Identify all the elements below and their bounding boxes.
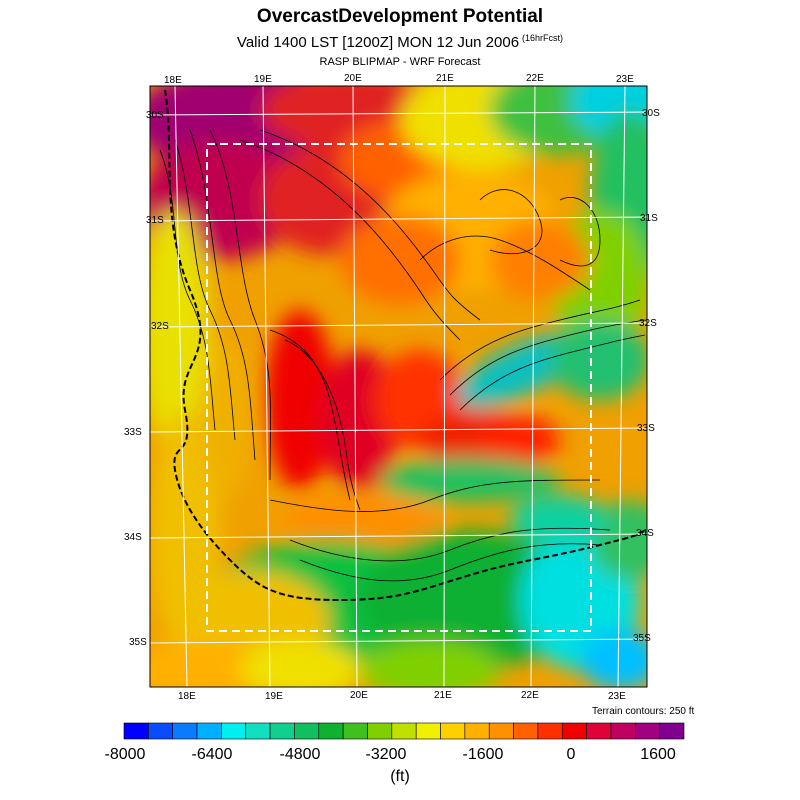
right-lat-label: 32S [639,318,657,329]
coastline [164,89,647,602]
colorbar-tick-label: -8000 [104,746,146,763]
valid-time-subtitle: Valid 1400 LST [1200Z] MON 12 Jun 2006 (1… [0,33,800,51]
terrain-contour-note: Terrain contours: 250 ft [592,706,695,717]
left-lat-label: 30S [146,110,164,121]
top-lon-label: 21E [436,73,454,84]
top-lon-label: 22E [526,73,544,84]
forecast-field [150,86,647,687]
left-lat-label: 34S [124,532,142,543]
colorbar-tick-label: 1600 [640,746,676,763]
right-lat-label: 31S [640,213,658,224]
bottom-lon-label: 21E [434,690,452,701]
colorbar-tick-label: -3200 [365,746,407,763]
colorbar-tick-label: -4800 [279,746,321,763]
colorbar-units: (ft) [390,768,410,785]
bottom-lon-label: 18E [178,691,196,702]
left-lat-label: 35S [129,637,147,648]
source-line: RASP BLIPMAP - WRF Forecast [319,56,481,68]
top-lon-label: 18E [164,75,182,86]
colorbar-tick-label: -1600 [462,746,504,763]
valid-time-text: Valid 1400 LST [1200Z] MON 12 Jun 2006 [236,34,520,51]
left-lat-label: 33S [124,427,142,438]
right-lat-label: 34S [636,528,654,539]
bottom-lon-label: 23E [608,691,626,702]
map-frame [149,85,648,688]
right-lat-label: 35S [633,633,651,644]
bottom-lon-label: 22E [521,690,539,701]
top-lon-label: 23E [616,74,634,85]
colorbar-tick-label: 0 [566,746,576,763]
forecast-hour-tag: (16hrFcst) [522,33,564,43]
bottom-lon-label: 19E [265,691,283,702]
left-lat-label: 31S [146,215,164,226]
left-lat-label: 32S [151,321,169,332]
graticule [150,86,647,687]
chart-title: OvercastDevelopment Potential [256,6,544,27]
colorbar-tick-label: -6400 [191,746,233,763]
terrain-contours [159,129,646,582]
inner-domain-box [206,143,592,632]
top-lon-label: 20E [344,73,362,84]
top-lon-label: 19E [254,74,272,85]
right-lat-label: 30S [642,108,660,119]
right-lat-label: 33S [637,423,655,434]
bottom-lon-label: 20E [350,690,368,701]
